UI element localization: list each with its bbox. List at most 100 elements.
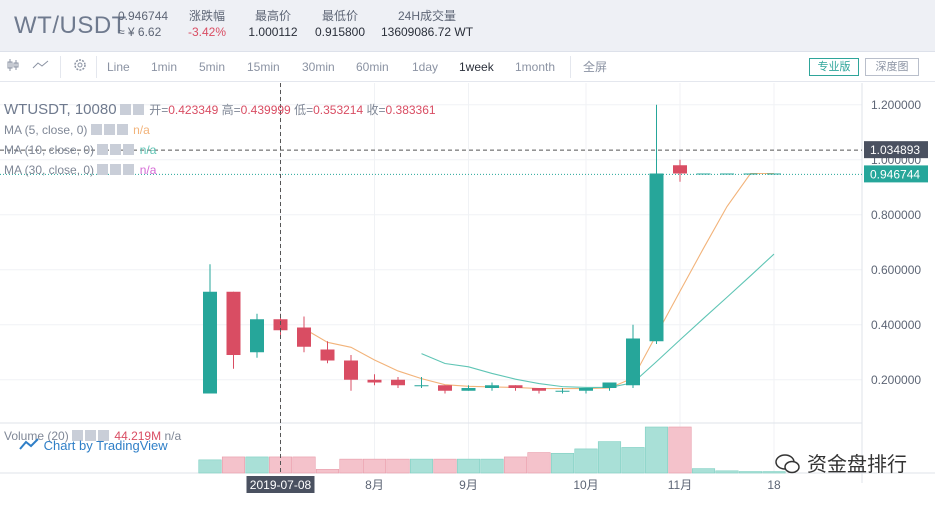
interval-30min[interactable]: 30min bbox=[302, 60, 335, 74]
high-label: 最高价 bbox=[254, 9, 291, 23]
volume-bar bbox=[221, 456, 246, 474]
watermark-text: 资金盘排行 bbox=[807, 454, 907, 476]
crosshair-price-tag bbox=[864, 141, 928, 159]
change-value: -3.42% bbox=[187, 25, 227, 39]
candle-body bbox=[320, 349, 335, 361]
low-value: 0.915800 bbox=[314, 25, 366, 39]
volume-bar bbox=[550, 452, 575, 474]
volume-bar bbox=[339, 458, 363, 474]
toolbar-divider bbox=[570, 56, 571, 78]
tradingview-logo[interactable]: Chart by TradingView bbox=[18, 438, 168, 453]
volume-bar bbox=[480, 458, 504, 474]
eye-icon[interactable] bbox=[97, 144, 109, 155]
interval-60min[interactable]: 60min bbox=[356, 60, 389, 74]
price-chart[interactable]: 1.200000 1.000000 0.800000 0.600000 0.400000… bbox=[0, 83, 935, 507]
settings-icon[interactable] bbox=[103, 124, 115, 135]
x-tick-label: 11月 bbox=[668, 478, 692, 492]
candle-body bbox=[226, 291, 241, 355]
last-price: 0.946744 bbox=[118, 9, 169, 23]
pro-version-button[interactable]: 专业版 bbox=[809, 58, 859, 76]
eye-icon[interactable] bbox=[90, 124, 102, 135]
volume-bar bbox=[597, 441, 622, 474]
close-value: 0.383361 bbox=[385, 103, 436, 117]
x-tick-label: 9月 bbox=[459, 478, 478, 492]
volume-label: 24H成交量 bbox=[397, 9, 456, 23]
volume-legend: Volume (20) 44.219M n/a bbox=[4, 429, 181, 443]
candle-body bbox=[367, 379, 382, 383]
volume-bar bbox=[738, 471, 763, 474]
settings-icon[interactable] bbox=[85, 430, 97, 441]
candles-icon[interactable] bbox=[6, 57, 20, 75]
candle-body bbox=[250, 319, 264, 353]
ma10-value: n/a bbox=[139, 143, 157, 157]
candle-body bbox=[626, 338, 640, 386]
ma30-legend: MA (30, close, 0) n/a bbox=[4, 163, 156, 177]
ohlc-legend: WTUSDT, 10080 开=0.423349 高=0.439999 低=0.… bbox=[4, 101, 436, 118]
open-label: 开= bbox=[149, 103, 169, 117]
y-tick-label: 1.200000 bbox=[871, 98, 921, 112]
volume-bar bbox=[315, 469, 340, 474]
settings-gear-icon[interactable] bbox=[72, 57, 88, 75]
close-icon[interactable] bbox=[123, 164, 135, 175]
candle-body bbox=[297, 327, 311, 347]
x-tick-label: 8月 bbox=[365, 478, 384, 492]
candle-body bbox=[414, 385, 429, 387]
ma5-value: n/a bbox=[133, 123, 150, 137]
eye-icon[interactable] bbox=[97, 164, 109, 175]
candle-body bbox=[532, 388, 546, 391]
interval-1day[interactable]: 1day bbox=[412, 60, 439, 74]
interval-1week[interactable]: 1week bbox=[459, 60, 494, 74]
volume-bar bbox=[668, 426, 692, 474]
crosshair-price-label: 1.034893 bbox=[870, 143, 920, 157]
wechat-icon bbox=[775, 454, 801, 474]
change-block: 涨跌幅 -3.42% bbox=[184, 8, 230, 40]
volume-bar bbox=[691, 468, 716, 474]
close-icon[interactable] bbox=[98, 430, 110, 441]
high-block: 最高价 1.000112 bbox=[238, 8, 308, 40]
change-label: 涨跌幅 bbox=[188, 9, 225, 23]
depth-chart-button[interactable]: 深度图 bbox=[865, 58, 919, 76]
pair-title: WT/USDT bbox=[14, 12, 127, 39]
y-tick-label: 0.200000 bbox=[871, 373, 921, 387]
candle-body bbox=[720, 173, 734, 175]
ma30-value: n/a bbox=[139, 163, 157, 177]
eye-icon[interactable] bbox=[72, 430, 84, 441]
ma30-label: MA (30, close, 0) bbox=[4, 163, 95, 177]
interval-1min[interactable]: 1min bbox=[151, 60, 178, 74]
volume-bar bbox=[362, 458, 387, 474]
low-block: 最低价 0.915800 bbox=[305, 8, 375, 40]
y-tick-label: 0.800000 bbox=[871, 208, 921, 222]
settings-icon[interactable] bbox=[110, 164, 122, 175]
line-chart-icon[interactable] bbox=[32, 57, 50, 75]
y-tick-label: 0.400000 bbox=[871, 318, 921, 332]
x-tick-label: 18 bbox=[767, 478, 781, 492]
volume-ma-value: n/a bbox=[164, 429, 182, 443]
fullscreen-button[interactable]: 全屏 bbox=[583, 60, 608, 74]
interval-5min[interactable]: 5min bbox=[199, 60, 226, 74]
ma10-line bbox=[421, 253, 775, 389]
interval-1month[interactable]: 1month bbox=[515, 60, 556, 74]
candle-body bbox=[602, 382, 617, 388]
candle-body bbox=[438, 385, 452, 391]
close-icon[interactable] bbox=[116, 124, 128, 135]
volume-bar bbox=[644, 426, 669, 474]
low-label: 低= bbox=[294, 103, 314, 117]
volume-label: Volume (20) bbox=[4, 429, 69, 443]
close-icon[interactable] bbox=[123, 144, 135, 155]
interval-15min[interactable]: 15min bbox=[247, 60, 280, 74]
ma5-label: MA (5, close, 0) bbox=[4, 123, 88, 137]
toolbar-divider bbox=[60, 56, 61, 78]
candle-body bbox=[649, 173, 664, 342]
eye-icon[interactable] bbox=[119, 104, 131, 115]
interval-line[interactable]: Line bbox=[107, 60, 130, 74]
settings-icon[interactable] bbox=[132, 104, 144, 115]
close-label: 收= bbox=[366, 103, 386, 117]
volume-bar bbox=[386, 458, 410, 474]
candle-body bbox=[673, 165, 687, 174]
settings-icon[interactable] bbox=[110, 144, 122, 155]
watermark: 资金盘排行 bbox=[775, 448, 907, 477]
crosshair-date-tag bbox=[246, 476, 315, 493]
chart-canvas[interactable]: 1.2000001.0000000.8000000.6000000.400000… bbox=[0, 83, 935, 507]
volume-indicator-value: 44.219M bbox=[114, 429, 162, 443]
high-value: 1.000112 bbox=[248, 25, 298, 39]
